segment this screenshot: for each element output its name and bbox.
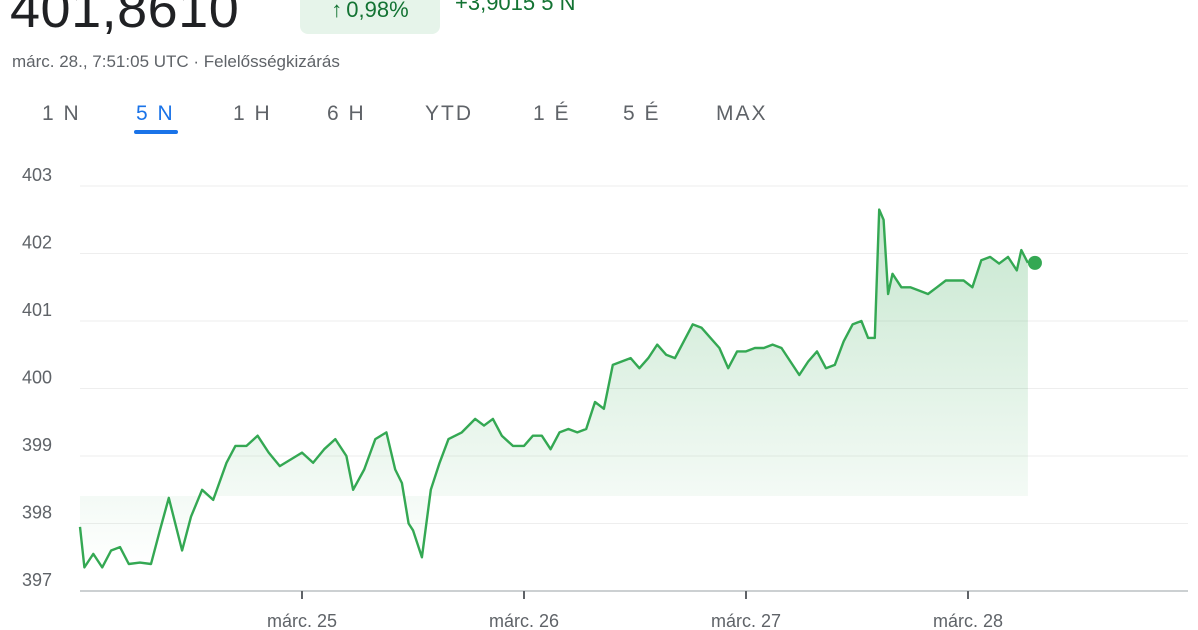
- x-tick-label: márc. 27: [711, 611, 781, 630]
- change-absolute: +3,9015 5 N: [455, 0, 576, 15]
- tab-1d[interactable]: 1 N: [42, 102, 81, 125]
- timestamp-disclaimer: márc. 28., 7:51:05 UTC · Felelősségkizár…: [12, 52, 340, 71]
- price-line: [78, 208, 1029, 569]
- active-tab-indicator: [134, 130, 178, 134]
- current-price: 401,8610: [10, 0, 240, 39]
- tab-5y[interactable]: 5 É: [623, 102, 661, 125]
- price-chart[interactable]: 397 398 399 400 401 402 403 márc. 25 márc. 26 már…: [0, 150, 1198, 630]
- y-tick-label: 398: [22, 503, 52, 523]
- y-tick-label: 399: [22, 435, 52, 455]
- up-arrow-icon: ↑: [331, 0, 343, 22]
- y-tick-label: 402: [22, 233, 52, 253]
- x-tick-label: márc. 25: [267, 611, 337, 630]
- x-tick-label: márc. 28: [933, 611, 1003, 630]
- y-tick-label: 400: [22, 368, 52, 388]
- price-area-fill: [80, 209, 1028, 568]
- tab-max[interactable]: MAX: [716, 102, 768, 125]
- tab-1m[interactable]: 1 H: [233, 102, 272, 125]
- tab-5d[interactable]: 5 N: [136, 102, 175, 125]
- y-tick-label: 397: [22, 570, 52, 590]
- tab-6m[interactable]: 6 H: [327, 102, 366, 125]
- y-tick-label: 403: [22, 165, 52, 185]
- tab-ytd[interactable]: YTD: [425, 102, 473, 125]
- last-price-marker: [1027, 255, 1042, 270]
- x-tick-label: márc. 26: [489, 611, 559, 630]
- change-percent: 0,98%: [346, 0, 409, 22]
- y-tick-label: 401: [22, 300, 52, 320]
- change-percent-badge: ↑ 0,98%: [300, 0, 440, 34]
- tab-1y[interactable]: 1 É: [533, 102, 571, 125]
- range-tabs: 1 N 5 N 1 H 6 H YTD 1 É 5 É MAX: [0, 98, 800, 138]
